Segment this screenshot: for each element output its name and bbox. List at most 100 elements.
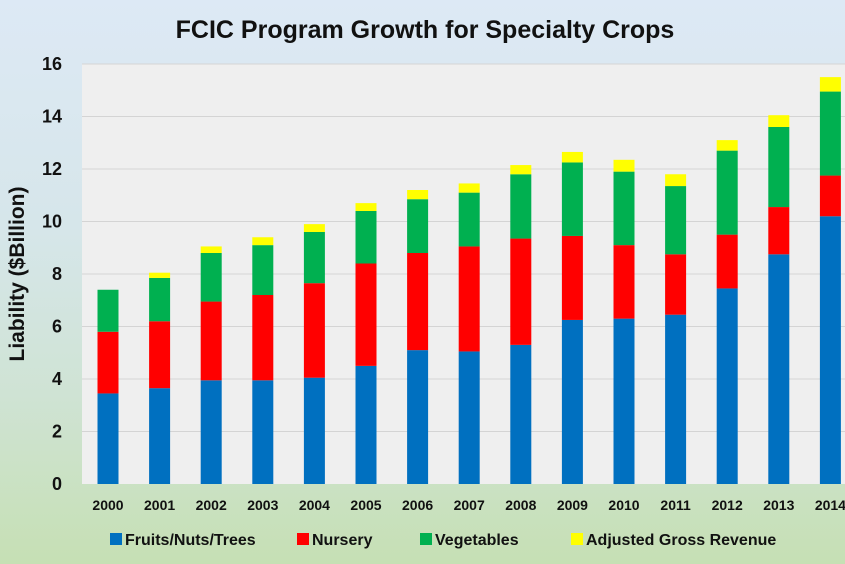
y-tick-label: 16 — [42, 54, 62, 74]
bar-fruits-nuts-trees-2011 — [665, 314, 687, 484]
x-tick-label: 2009 — [557, 497, 588, 513]
bar-vegetables-2002 — [200, 253, 222, 302]
bar-stack-2007 — [458, 183, 480, 484]
bar-fruits-nuts-trees-2005 — [355, 365, 377, 484]
bar-adjusted-gross-revenue-2013 — [768, 115, 790, 127]
bar-nursery-2000 — [97, 331, 119, 394]
x-tick-label: 2011 — [660, 497, 691, 513]
y-tick-label: 8 — [52, 264, 62, 284]
bar-fruits-nuts-trees-2008 — [510, 344, 532, 484]
bar-adjusted-gross-revenue-2005 — [355, 203, 377, 211]
bar-nursery-2002 — [200, 301, 222, 381]
bar-vegetables-2011 — [665, 186, 687, 255]
bar-stack-2002 — [200, 246, 222, 484]
bar-stack-2001 — [149, 272, 171, 484]
legend-label: Fruits/Nuts/Trees — [125, 532, 256, 549]
bar-nursery-2011 — [665, 254, 687, 315]
bar-vegetables-2005 — [355, 211, 377, 264]
legend-label: Adjusted Gross Revenue — [586, 532, 776, 549]
x-tick-label: 2005 — [350, 497, 381, 513]
bar-fruits-nuts-trees-2001 — [149, 388, 171, 484]
bar-adjusted-gross-revenue-2006 — [407, 190, 429, 200]
bar-stack-2011 — [665, 174, 687, 484]
bar-adjusted-gross-revenue-2001 — [149, 272, 171, 278]
bar-adjusted-gross-revenue-2002 — [200, 246, 222, 253]
y-tick-label: 14 — [42, 107, 62, 127]
bar-adjusted-gross-revenue-2003 — [252, 237, 274, 246]
y-tick-label: 6 — [52, 317, 62, 337]
bar-fruits-nuts-trees-2010 — [613, 318, 635, 484]
x-tick-label: 2010 — [608, 497, 639, 513]
bar-vegetables-2003 — [252, 245, 274, 295]
bar-stack-2006 — [407, 190, 429, 484]
x-axis-ticks: 2000 2001 2002 2003 2004 2005 2006 2007 2008 2009… — [92, 497, 845, 513]
bar-fruits-nuts-trees-2004 — [303, 377, 325, 484]
bar-nursery-2006 — [407, 253, 429, 351]
bar-vegetables-2012 — [716, 150, 738, 235]
bar-adjusted-gross-revenue-2012 — [716, 140, 738, 151]
bar-vegetables-2006 — [407, 199, 429, 253]
bar-nursery-2004 — [303, 283, 325, 378]
bar-fruits-nuts-trees-2012 — [716, 288, 738, 484]
bar-fruits-nuts-trees-2003 — [252, 380, 274, 484]
y-tick-label: 4 — [52, 369, 62, 389]
bar-adjusted-gross-revenue-2011 — [665, 174, 687, 187]
bar-fruits-nuts-trees-2006 — [407, 350, 429, 484]
x-tick-label: 2004 — [299, 497, 330, 513]
bar-nursery-2003 — [252, 295, 274, 381]
bar-adjusted-gross-revenue-2008 — [510, 165, 532, 175]
bar-vegetables-2001 — [149, 277, 171, 322]
bar-nursery-2013 — [768, 207, 790, 255]
legend: Fruits/Nuts/Trees Nursery Vegetables Adjust… — [110, 532, 776, 549]
bar-stack-2013 — [768, 115, 790, 484]
x-tick-label: 2002 — [196, 497, 227, 513]
x-tick-label: 2001 — [144, 497, 175, 513]
bar-vegetables-2009 — [561, 162, 583, 236]
bar-fruits-nuts-trees-2002 — [200, 380, 222, 484]
bar-fruits-nuts-trees-2014 — [819, 216, 841, 484]
bar-vegetables-2007 — [458, 192, 480, 247]
x-tick-label: 2007 — [454, 497, 485, 513]
bar-stack-2005 — [355, 203, 377, 484]
bar-vegetables-2013 — [768, 127, 790, 208]
bar-nursery-2010 — [613, 245, 635, 319]
bar-nursery-2014 — [819, 175, 841, 217]
legend-swatch — [110, 533, 122, 545]
legend-swatch — [571, 533, 583, 545]
bar-vegetables-2000 — [97, 289, 119, 332]
bar-stack-2008 — [510, 165, 532, 484]
bar-nursery-2012 — [716, 234, 738, 289]
bar-stack-2000 — [97, 289, 119, 484]
legend-item-fruits-nuts-trees: Fruits/Nuts/Trees — [110, 532, 256, 549]
legend-item-vegetables: Vegetables — [420, 532, 519, 549]
y-axis-ticks: 0 2 4 6 8 10 12 14 16 — [42, 54, 62, 494]
bar-stack-2014 — [819, 77, 841, 484]
bar-nursery-2009 — [561, 235, 583, 320]
x-tick-label: 2003 — [247, 497, 278, 513]
legend-swatch — [420, 533, 432, 545]
x-tick-label: 2008 — [505, 497, 536, 513]
bar-fruits-nuts-trees-2000 — [97, 393, 119, 484]
y-tick-label: 10 — [42, 212, 62, 232]
bar-nursery-2008 — [510, 238, 532, 345]
x-tick-label: 2012 — [712, 497, 743, 513]
y-tick-label: 2 — [52, 422, 62, 442]
legend-item-adjusted-gross-revenue: Adjusted Gross Revenue — [571, 532, 776, 549]
bar-vegetables-2010 — [613, 171, 635, 246]
x-tick-label: 2006 — [402, 497, 433, 513]
bar-adjusted-gross-revenue-2014 — [819, 77, 841, 92]
legend-label: Nursery — [312, 532, 373, 549]
y-tick-label: 12 — [42, 159, 62, 179]
bar-stack-2009 — [561, 151, 583, 484]
bar-stack-2004 — [303, 224, 325, 484]
bar-nursery-2007 — [458, 246, 480, 352]
y-axis-label: Liability ($Billion) — [6, 186, 29, 361]
bar-stack-2010 — [613, 159, 635, 484]
bar-fruits-nuts-trees-2013 — [768, 254, 790, 484]
bar-fruits-nuts-trees-2007 — [458, 351, 480, 484]
bar-vegetables-2004 — [303, 232, 325, 284]
chart-title: FCIC Program Growth for Specialty Crops — [176, 16, 675, 44]
x-tick-label: 2013 — [763, 497, 794, 513]
legend-label: Vegetables — [435, 532, 519, 549]
